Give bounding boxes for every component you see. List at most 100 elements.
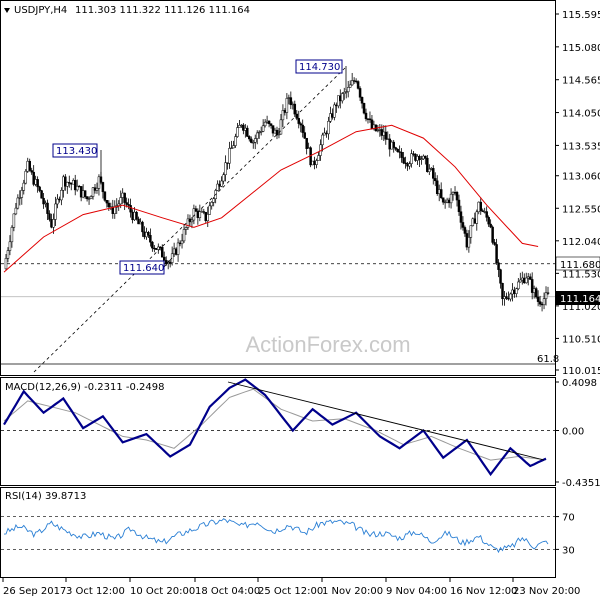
candle-body xyxy=(271,125,275,134)
symbol-label: USDJPY,H4 xyxy=(14,5,67,16)
watermark: ActionForex.com xyxy=(245,332,410,357)
candle-body xyxy=(273,129,277,134)
candle-body xyxy=(479,201,482,211)
candle-body xyxy=(159,246,162,249)
candle-body xyxy=(28,160,31,171)
candle-body xyxy=(497,262,500,270)
candle-body xyxy=(447,199,451,204)
candle-body xyxy=(370,119,374,129)
candle-body xyxy=(281,110,285,121)
current-price-label: 111.164 xyxy=(560,294,600,305)
candle-body xyxy=(307,147,310,149)
candle-body xyxy=(402,157,405,164)
candle-body xyxy=(208,205,211,215)
candle-body xyxy=(335,104,338,107)
candle-body xyxy=(291,103,295,106)
candle-body xyxy=(226,162,229,164)
candle-body xyxy=(487,217,490,225)
candle-body xyxy=(337,95,340,107)
candle-body xyxy=(430,168,433,170)
candle-body xyxy=(216,183,219,191)
candle-body xyxy=(87,198,91,200)
candle-body xyxy=(182,229,186,242)
candle-body xyxy=(77,185,81,188)
price-grid xyxy=(1,263,555,365)
price-tick-label: 111.020 xyxy=(562,302,600,313)
candle-body xyxy=(50,219,53,228)
candle-body xyxy=(432,168,435,179)
dropdown-triangle-icon[interactable] xyxy=(4,8,10,13)
candle-body xyxy=(441,197,445,203)
candle-body xyxy=(350,80,354,86)
candle-body xyxy=(248,136,251,140)
time-tick-label: 10 Oct 20:00 xyxy=(130,586,195,597)
candle-body xyxy=(364,112,368,120)
candle-body xyxy=(210,202,213,207)
candle-body xyxy=(501,282,504,300)
candle-body xyxy=(511,289,514,295)
candle-body xyxy=(333,104,336,118)
candle-body xyxy=(544,292,548,299)
candle-body xyxy=(246,127,249,137)
candle-body xyxy=(269,123,273,126)
candle-body xyxy=(220,180,223,187)
macd-line xyxy=(3,378,547,477)
candle-body xyxy=(507,297,510,300)
candle-body xyxy=(117,203,120,206)
price-tick-label: 112.040 xyxy=(562,237,600,248)
candle-body xyxy=(275,129,279,136)
candle-body xyxy=(151,241,154,249)
candle-body xyxy=(546,292,550,294)
candle-body xyxy=(437,189,441,194)
candle-body xyxy=(317,155,320,161)
macd-tick-label: 0.00 xyxy=(562,427,584,438)
price-tick-label: 112.550 xyxy=(562,204,600,215)
candle-body xyxy=(505,296,508,299)
candle-body xyxy=(253,138,257,143)
candle-body xyxy=(428,168,431,173)
candle-body xyxy=(162,256,166,261)
ohlc-label: 111.303 111.322 111.126 111.164 xyxy=(75,5,250,16)
candle-body xyxy=(360,96,364,104)
candle-body xyxy=(473,218,477,224)
candle-body xyxy=(153,247,156,250)
rsi-tick-label: 70 xyxy=(562,513,575,524)
candle-body xyxy=(257,131,261,134)
candle-body xyxy=(54,203,57,220)
candle-body xyxy=(400,151,403,158)
candle-body xyxy=(483,211,486,213)
candle-body xyxy=(538,301,542,305)
candle-body xyxy=(524,277,528,284)
macd-trend-line xyxy=(227,381,545,461)
current-price-box xyxy=(556,291,600,305)
rsi-line xyxy=(3,518,549,554)
candle-body xyxy=(204,212,208,222)
candle-body xyxy=(16,197,20,209)
candle-body xyxy=(255,132,259,139)
candle-body xyxy=(147,232,150,236)
candle-body xyxy=(352,80,356,82)
candle-body xyxy=(499,269,502,284)
fib-label: 61.8 xyxy=(537,354,559,365)
candle-body xyxy=(89,196,93,199)
candle-body xyxy=(321,134,324,146)
time-tick-label: 1 Nov 20:00 xyxy=(322,586,383,597)
time-tick-label: 9 Nov 04:00 xyxy=(386,586,447,597)
candle-body xyxy=(137,218,140,225)
candle-body xyxy=(382,131,386,136)
time-tick-label: 18 Oct 04:00 xyxy=(195,586,260,597)
price-candles xyxy=(4,72,550,312)
price-tick-label: 114.565 xyxy=(562,76,600,87)
candle-body xyxy=(62,176,65,191)
candle-body xyxy=(384,131,388,140)
candle-body xyxy=(519,279,522,283)
candle-body xyxy=(485,211,488,218)
candle-body xyxy=(4,258,8,270)
candle-body xyxy=(410,153,413,164)
candle-body xyxy=(44,202,47,205)
candle-body xyxy=(40,190,43,199)
candle-body xyxy=(435,180,439,194)
candle-body xyxy=(439,189,443,198)
rsi-axis: 70 30 xyxy=(555,513,575,556)
